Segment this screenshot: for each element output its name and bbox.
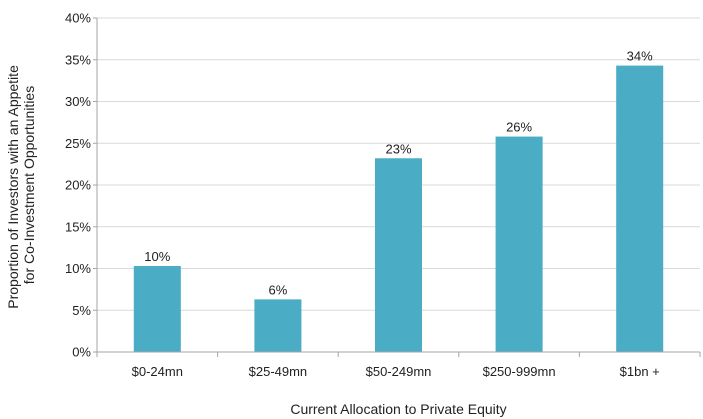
axes <box>93 17 701 357</box>
x-tick-label: $250-999mn <box>483 364 556 379</box>
data-label: 10% <box>144 249 170 264</box>
y-axis-title-line-2: for Co-Investment Opportunities <box>21 86 37 284</box>
bar <box>374 158 423 352</box>
x-tick-label: $25-49mn <box>249 364 308 379</box>
y-tick-label: 5% <box>72 303 91 318</box>
y-tick-label: 40% <box>65 11 91 26</box>
x-tick-labels: $0-24mn $25-49mn $50-249mn $250-999mn $1bn + <box>132 364 660 379</box>
bar <box>616 65 664 352</box>
data-label: 23% <box>385 141 411 156</box>
x-tick-label: $50-249mn <box>366 364 432 379</box>
y-tick-label: 15% <box>65 219 91 234</box>
data-label: 26% <box>506 120 532 135</box>
y-tick-label: 20% <box>65 178 91 193</box>
bar <box>495 136 543 352</box>
y-tick-label: 0% <box>72 345 91 360</box>
y-tick-label: 10% <box>65 261 91 276</box>
y-axis-title: Proportion of Investors with an Appetite… <box>5 61 37 308</box>
data-labels: 10% 6% 23% 26% 34% <box>144 49 653 298</box>
bar <box>254 299 302 352</box>
x-tick-label: $0-24mn <box>132 364 183 379</box>
y-axis-title-line-1: Proportion of Investors with an Appetite <box>5 65 21 309</box>
y-tick-label: 25% <box>65 136 91 151</box>
y-tick-label: 30% <box>65 94 91 109</box>
data-label: 6% <box>269 282 288 297</box>
x-axis-title: Current Allocation to Private Equity <box>290 401 506 417</box>
bar <box>133 265 181 352</box>
y-tick-label: 35% <box>65 52 91 67</box>
bars <box>133 65 664 352</box>
y-tick-labels: 0% 5% 10% 15% 20% 25% 30% 35% 40% <box>65 11 91 360</box>
x-tick-label: $1bn + <box>620 364 660 379</box>
data-label: 34% <box>627 49 653 64</box>
